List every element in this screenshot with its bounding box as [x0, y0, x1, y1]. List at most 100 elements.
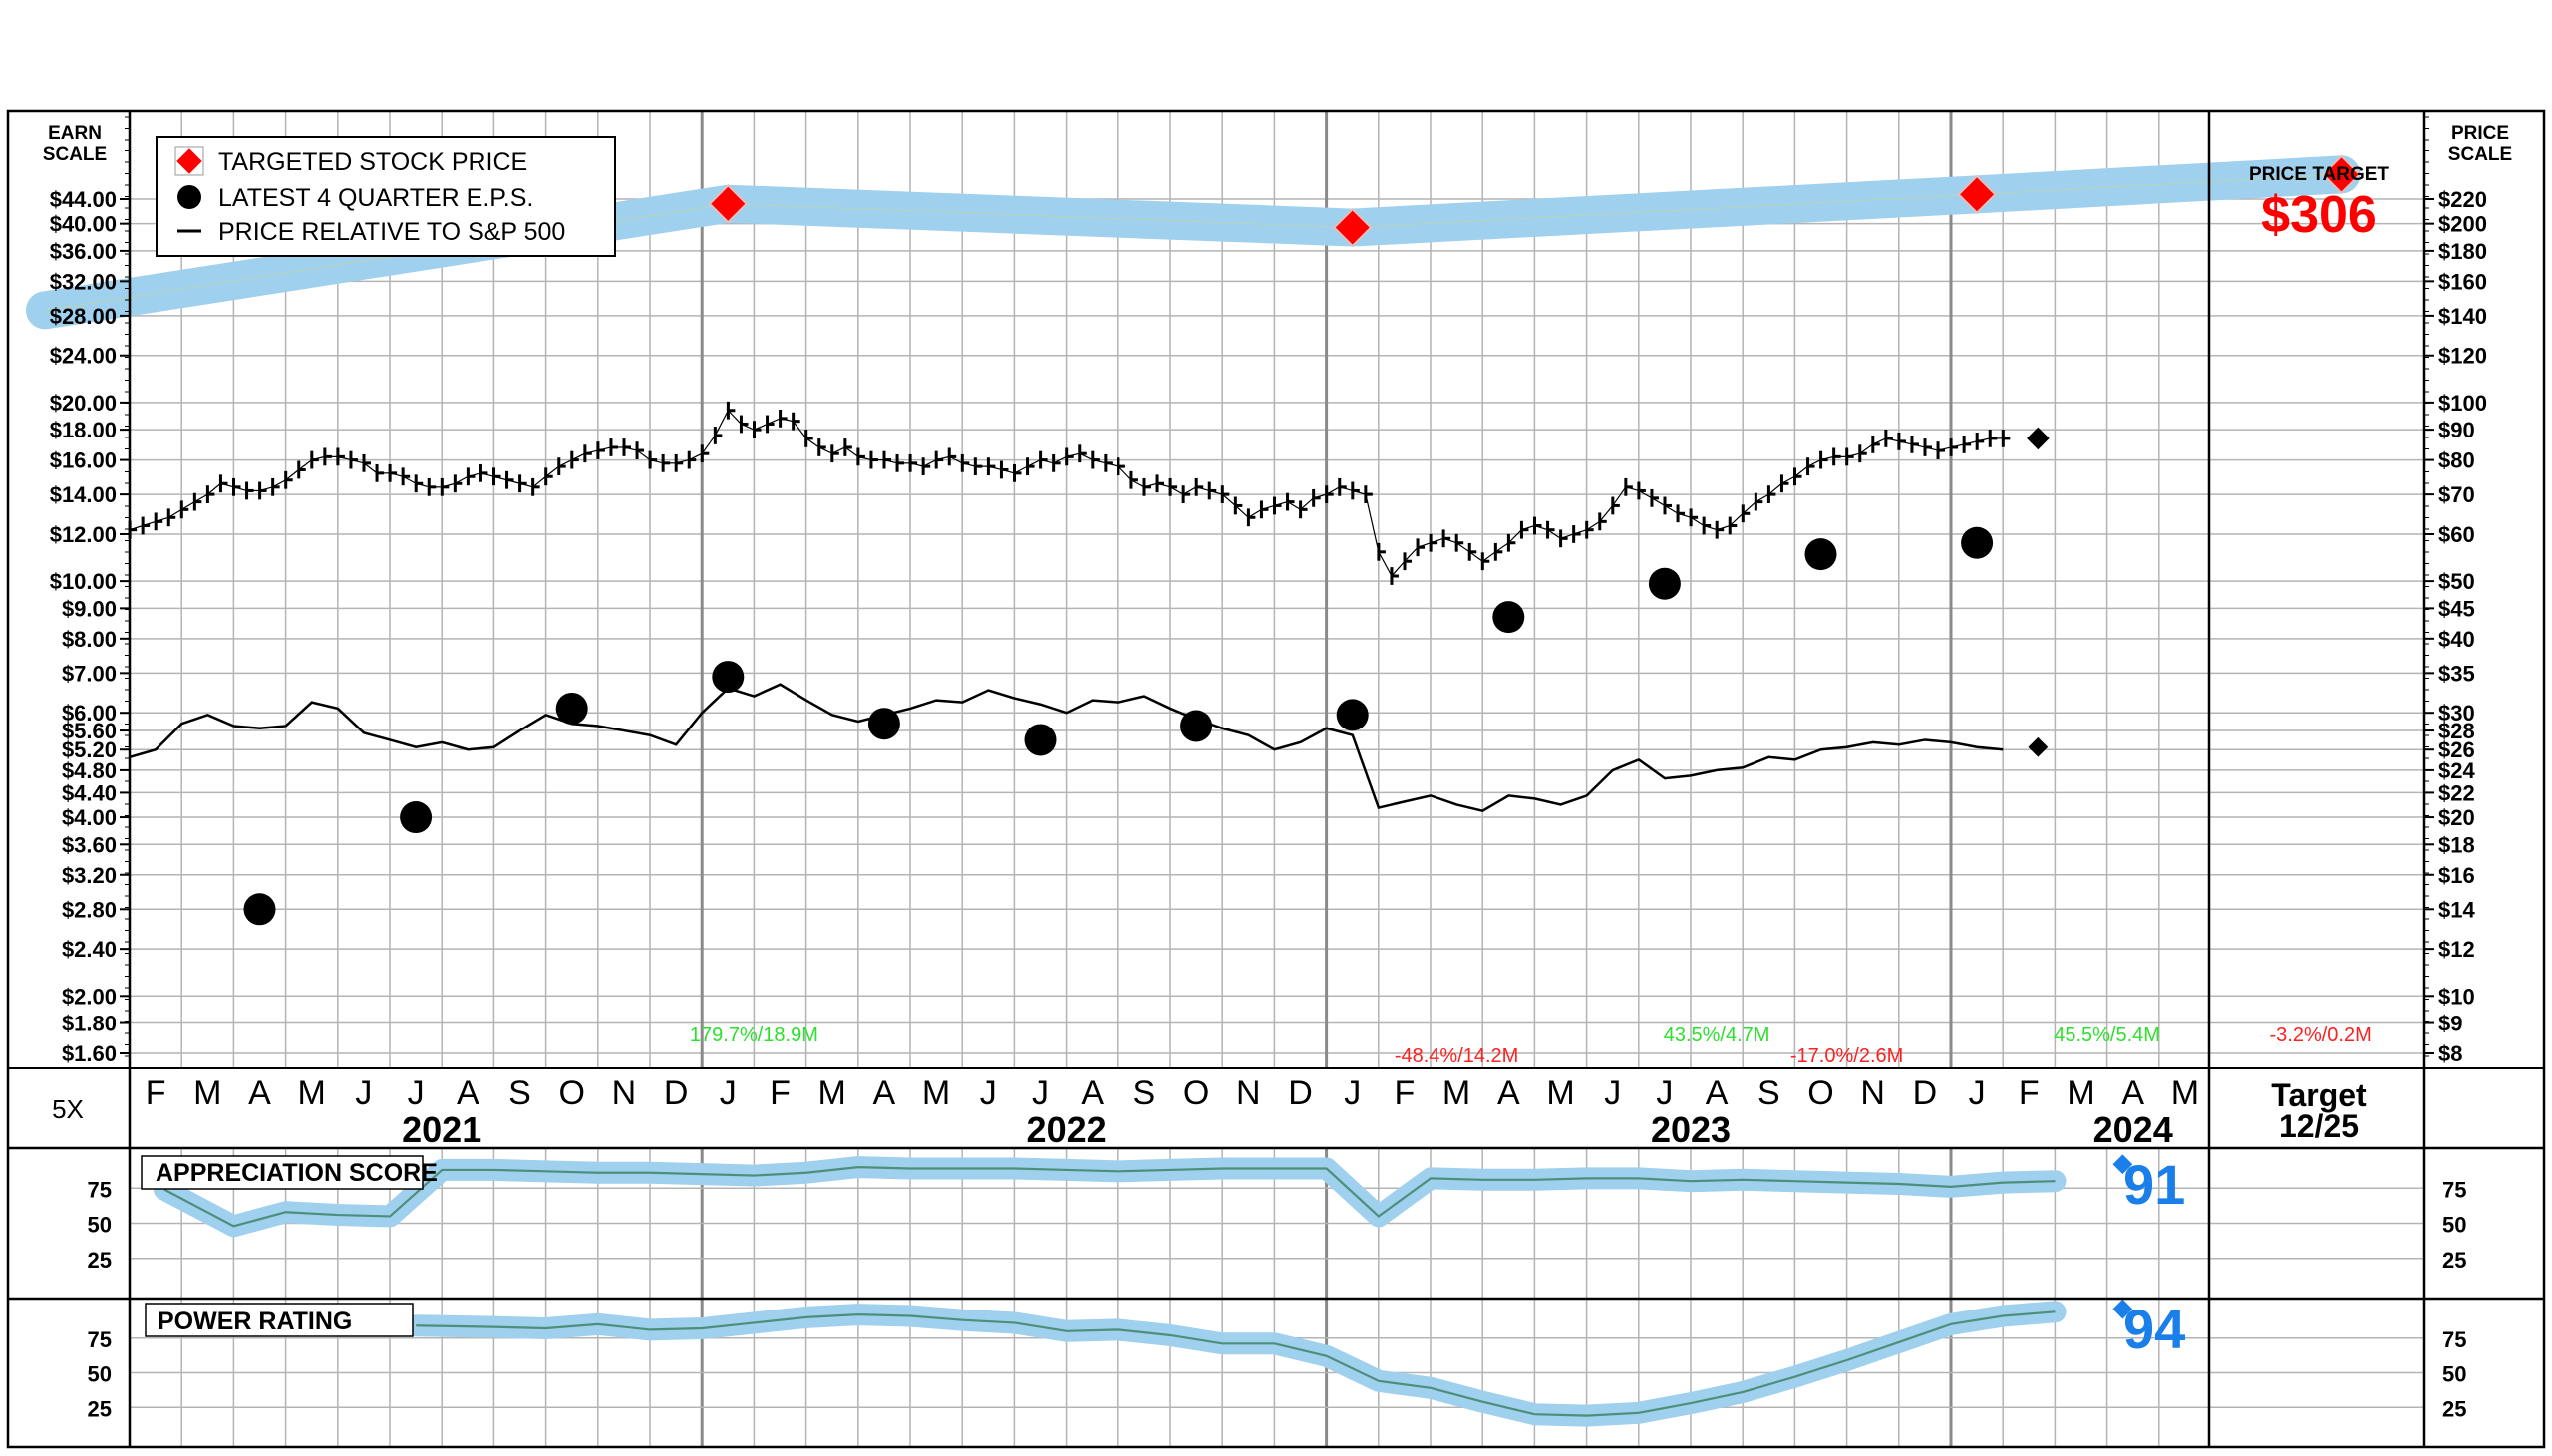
price-marker [2027, 427, 2050, 450]
price-connector [1105, 462, 1119, 467]
month-label: A [2121, 1074, 2144, 1112]
price-connector [1455, 542, 1470, 553]
price-connector [936, 455, 950, 461]
left-tick-label: $28.00 [50, 304, 117, 329]
left-tick-label: $2.80 [62, 897, 117, 922]
month-label: J [1032, 1074, 1049, 1112]
month-label: J [1969, 1074, 1986, 1112]
price-connector [1092, 459, 1106, 464]
legend-box [156, 136, 616, 257]
power-tick-left: 25 [88, 1396, 112, 1421]
price-connector [129, 524, 144, 531]
price-connector [207, 482, 221, 495]
right-tick-label: $26 [2438, 737, 2475, 762]
left-tick-label: $3.60 [62, 832, 117, 857]
month-label: N [1860, 1074, 1885, 1112]
price-connector [754, 423, 768, 431]
right-tick-label: $140 [2438, 304, 2487, 329]
month-label: J [1344, 1074, 1361, 1112]
right-tick-label: $160 [2438, 269, 2487, 294]
price-connector [1560, 533, 1574, 539]
left-tick-label: $2.00 [62, 984, 117, 1009]
appreciation-title-box [141, 1155, 424, 1190]
price-connector [1417, 542, 1432, 548]
price-connector [1717, 524, 1731, 531]
right-tick-label: $24 [2438, 758, 2475, 783]
month-label: A [873, 1074, 896, 1112]
target-column-label: Target [2271, 1077, 2367, 1113]
price-connector [727, 410, 742, 425]
price-connector [1300, 497, 1315, 510]
price-connector [597, 446, 612, 451]
price-connector [857, 455, 872, 461]
month-label: J [720, 1074, 737, 1112]
price-connector [442, 482, 456, 488]
price-connector [1937, 446, 1952, 451]
price-connector [1391, 560, 1406, 577]
month-label: M [818, 1074, 846, 1112]
power-title-box [145, 1303, 414, 1337]
eps-dot [1804, 538, 1837, 571]
price-connector [571, 452, 586, 461]
earn-scale-header-2: SCALE [43, 145, 107, 165]
month-label: M [1442, 1074, 1470, 1112]
price-connector [1404, 546, 1419, 562]
legend-targeted-price: TARGETED STOCK PRICE [218, 148, 527, 176]
month-label: D [1288, 1074, 1313, 1112]
appreciation-tick-right: 75 [2442, 1177, 2466, 1202]
price-connector [1872, 437, 1887, 445]
price-connector [558, 459, 573, 467]
eps-dot [243, 893, 276, 926]
multiplier-label: 5X [52, 1094, 84, 1124]
left-tick-label: $40.00 [50, 212, 117, 237]
price-connector [416, 482, 430, 488]
price-connector [272, 479, 286, 488]
month-label: J [1656, 1074, 1673, 1112]
price-connector [688, 452, 703, 461]
appreciation-tick-right: 25 [2442, 1248, 2466, 1273]
right-tick-label: $22 [2438, 780, 2475, 805]
volume-annotation: -17.0%/2.6M [1790, 1045, 1903, 1067]
price-connector [1274, 501, 1288, 507]
price-connector [1534, 524, 1548, 531]
price-connector [1040, 459, 1054, 464]
month-label: M [193, 1074, 221, 1112]
price-connector [1156, 482, 1171, 488]
left-tick-label: $9.00 [62, 596, 117, 621]
year-label: 2023 [1651, 1109, 1731, 1150]
power-rating-title: POWER RATING [158, 1308, 352, 1335]
price-connector [167, 508, 182, 518]
power-tick-right: 25 [2442, 1396, 2466, 1421]
relative-strength-line [129, 683, 2004, 813]
eps-dot [1024, 724, 1057, 756]
price-connector [780, 418, 794, 423]
price-connector [741, 423, 755, 431]
price-connector [818, 446, 833, 454]
appreciation-score-title: APPRECIATION SCORE [156, 1159, 438, 1187]
year-label: 2021 [402, 1109, 481, 1150]
right-tick-label: $50 [2438, 569, 2475, 594]
price-connector [1742, 501, 1756, 514]
price-connector [883, 459, 898, 464]
right-tick-label: $12 [2438, 937, 2475, 962]
target-diamond [708, 183, 749, 224]
price-connector [545, 465, 560, 477]
price-connector [793, 421, 807, 439]
month-label: O [1807, 1074, 1833, 1112]
price-connector [1196, 486, 1210, 492]
price-connector [1794, 465, 1808, 477]
appreciation-tick-right: 50 [2442, 1213, 2466, 1238]
month-label: M [1546, 1074, 1574, 1112]
appreciation-tick-left: 50 [88, 1213, 112, 1238]
left-tick-label: $5.60 [62, 719, 117, 743]
left-tick-label: $10.00 [50, 569, 117, 594]
price-connector [1221, 493, 1236, 506]
month-label: M [922, 1074, 950, 1112]
price-connector [194, 493, 208, 503]
month-label: M [298, 1074, 326, 1112]
month-label: J [980, 1074, 997, 1112]
price-connector [636, 449, 651, 461]
right-tick-label: $90 [2438, 418, 2475, 442]
left-tick-label: $20.00 [50, 391, 117, 416]
appreciation-tick-left: 25 [88, 1248, 112, 1273]
